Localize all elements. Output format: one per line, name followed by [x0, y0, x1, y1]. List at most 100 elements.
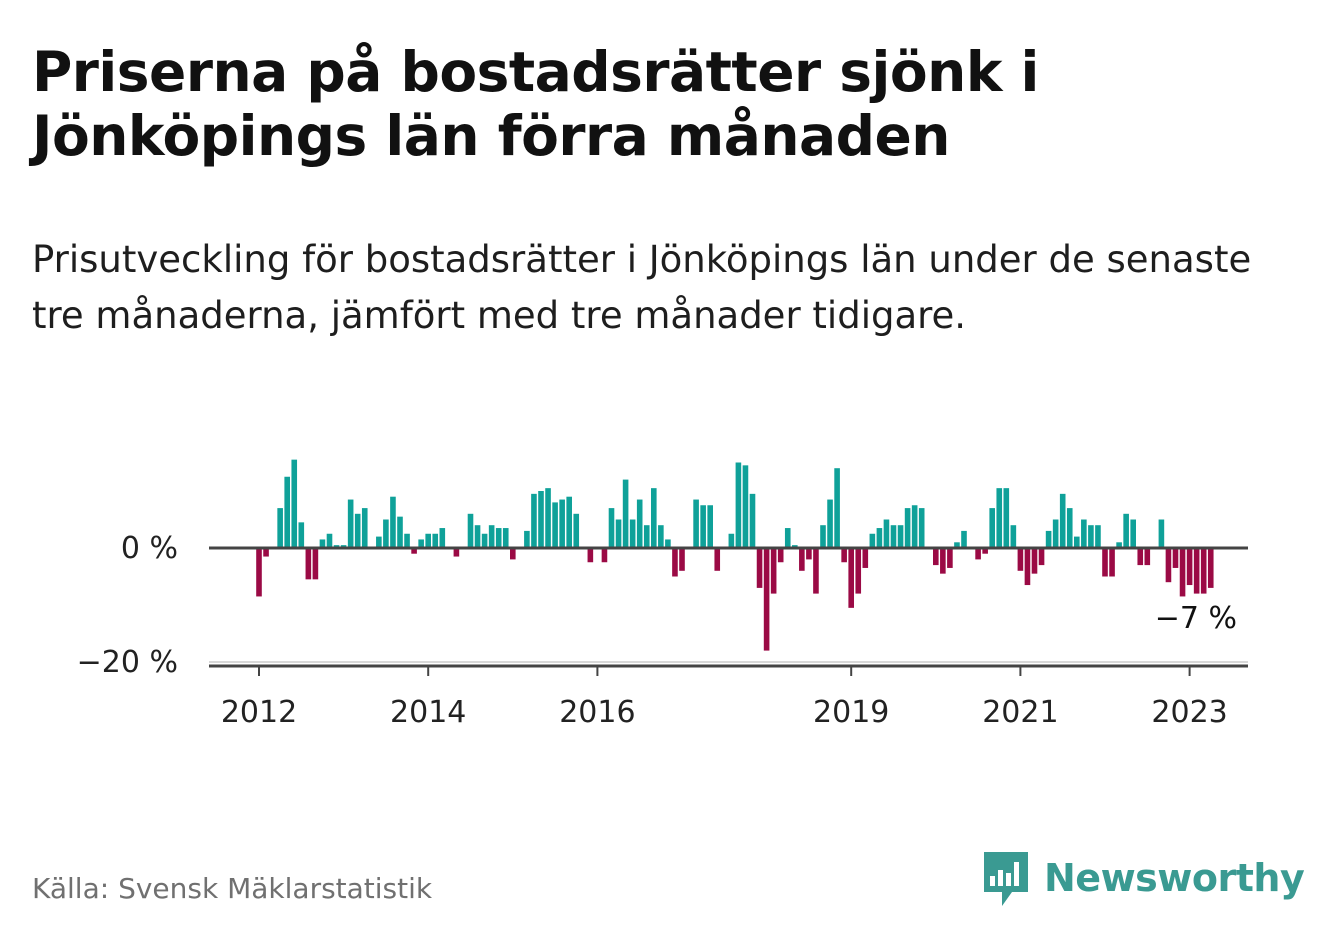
bar[interactable]: [665, 539, 671, 548]
bar[interactable]: [622, 479, 629, 548]
bar[interactable]: [538, 491, 544, 548]
bar[interactable]: [975, 548, 981, 560]
bar[interactable]: [390, 496, 396, 548]
bar[interactable]: [615, 519, 622, 549]
bar[interactable]: [495, 528, 502, 548]
bar[interactable]: [397, 516, 403, 548]
bar[interactable]: [284, 476, 290, 548]
bar[interactable]: [728, 533, 735, 548]
bar[interactable]: [1200, 548, 1207, 594]
bar[interactable]: [1193, 548, 1200, 594]
bar[interactable]: [1066, 508, 1073, 548]
bar[interactable]: [1038, 548, 1045, 566]
bar[interactable]: [658, 525, 664, 548]
bar[interactable]: [263, 548, 269, 557]
bar[interactable]: [1010, 525, 1017, 548]
bar[interactable]: [376, 536, 382, 548]
bar[interactable]: [700, 505, 706, 548]
bar[interactable]: [707, 505, 713, 548]
bar[interactable]: [291, 459, 298, 548]
bar[interactable]: [799, 548, 805, 571]
bar[interactable]: [890, 525, 897, 548]
bar[interactable]: [312, 548, 319, 580]
bar[interactable]: [1052, 519, 1059, 549]
bar[interactable]: [784, 528, 791, 548]
bar[interactable]: [383, 519, 389, 549]
bar[interactable]: [439, 528, 446, 548]
bar[interactable]: [467, 513, 474, 548]
bar[interactable]: [862, 548, 869, 568]
bar[interactable]: [735, 462, 742, 549]
bar[interactable]: [502, 528, 509, 548]
bar[interactable]: [1074, 536, 1080, 548]
bar[interactable]: [777, 548, 784, 563]
bar[interactable]: [763, 548, 770, 651]
bar[interactable]: [848, 548, 854, 608]
bar[interactable]: [911, 505, 918, 548]
bar[interactable]: [806, 548, 812, 560]
bar[interactable]: [1024, 548, 1031, 586]
bar[interactable]: [841, 548, 847, 563]
bar[interactable]: [1172, 548, 1179, 568]
bar[interactable]: [298, 522, 305, 548]
bar[interactable]: [679, 548, 685, 571]
bar[interactable]: [510, 548, 516, 560]
bar[interactable]: [982, 548, 988, 554]
bar[interactable]: [876, 528, 883, 548]
bar[interactable]: [277, 508, 283, 548]
bar[interactable]: [651, 488, 657, 548]
bar[interactable]: [1031, 548, 1038, 574]
bar[interactable]: [636, 499, 643, 548]
brand-logo[interactable]: Newsworthy: [982, 848, 1305, 908]
bar[interactable]: [918, 508, 925, 548]
bar[interactable]: [770, 548, 777, 594]
bar[interactable]: [855, 548, 862, 594]
bar[interactable]: [481, 533, 488, 548]
bar[interactable]: [742, 465, 749, 548]
bar[interactable]: [1144, 548, 1151, 566]
bar[interactable]: [1059, 493, 1066, 548]
bar[interactable]: [672, 548, 678, 577]
bar[interactable]: [601, 548, 608, 563]
bar[interactable]: [1207, 548, 1214, 588]
bar[interactable]: [1165, 548, 1172, 583]
bar[interactable]: [1179, 548, 1186, 597]
bar[interactable]: [940, 548, 946, 574]
bar[interactable]: [319, 539, 326, 548]
bar[interactable]: [1102, 548, 1108, 577]
bar[interactable]: [834, 468, 840, 548]
bar[interactable]: [827, 499, 833, 548]
bar[interactable]: [947, 548, 953, 568]
bar[interactable]: [629, 519, 636, 549]
bar[interactable]: [552, 502, 558, 548]
bar[interactable]: [531, 493, 537, 548]
bar[interactable]: [425, 533, 431, 548]
bar[interactable]: [904, 508, 911, 548]
bar[interactable]: [869, 533, 876, 548]
bar[interactable]: [411, 548, 417, 554]
bar[interactable]: [326, 533, 333, 548]
bar[interactable]: [1081, 519, 1087, 549]
bar[interactable]: [573, 513, 580, 548]
bar[interactable]: [693, 499, 699, 548]
bar[interactable]: [404, 533, 410, 548]
bar[interactable]: [347, 499, 354, 548]
bar[interactable]: [1088, 525, 1094, 548]
bar[interactable]: [1116, 542, 1122, 548]
bar[interactable]: [989, 508, 995, 548]
bar[interactable]: [524, 530, 530, 548]
bar[interactable]: [897, 525, 904, 548]
bar[interactable]: [1186, 548, 1193, 586]
bar[interactable]: [714, 548, 721, 571]
bar[interactable]: [559, 499, 565, 548]
bar[interactable]: [643, 525, 650, 548]
bar[interactable]: [1003, 488, 1010, 548]
bar[interactable]: [883, 519, 890, 549]
bar[interactable]: [256, 548, 262, 597]
bar[interactable]: [354, 513, 361, 548]
bar[interactable]: [545, 488, 551, 548]
bar[interactable]: [961, 530, 967, 548]
bar[interactable]: [1095, 525, 1101, 548]
bar[interactable]: [1137, 548, 1144, 566]
bar[interactable]: [1130, 519, 1136, 549]
